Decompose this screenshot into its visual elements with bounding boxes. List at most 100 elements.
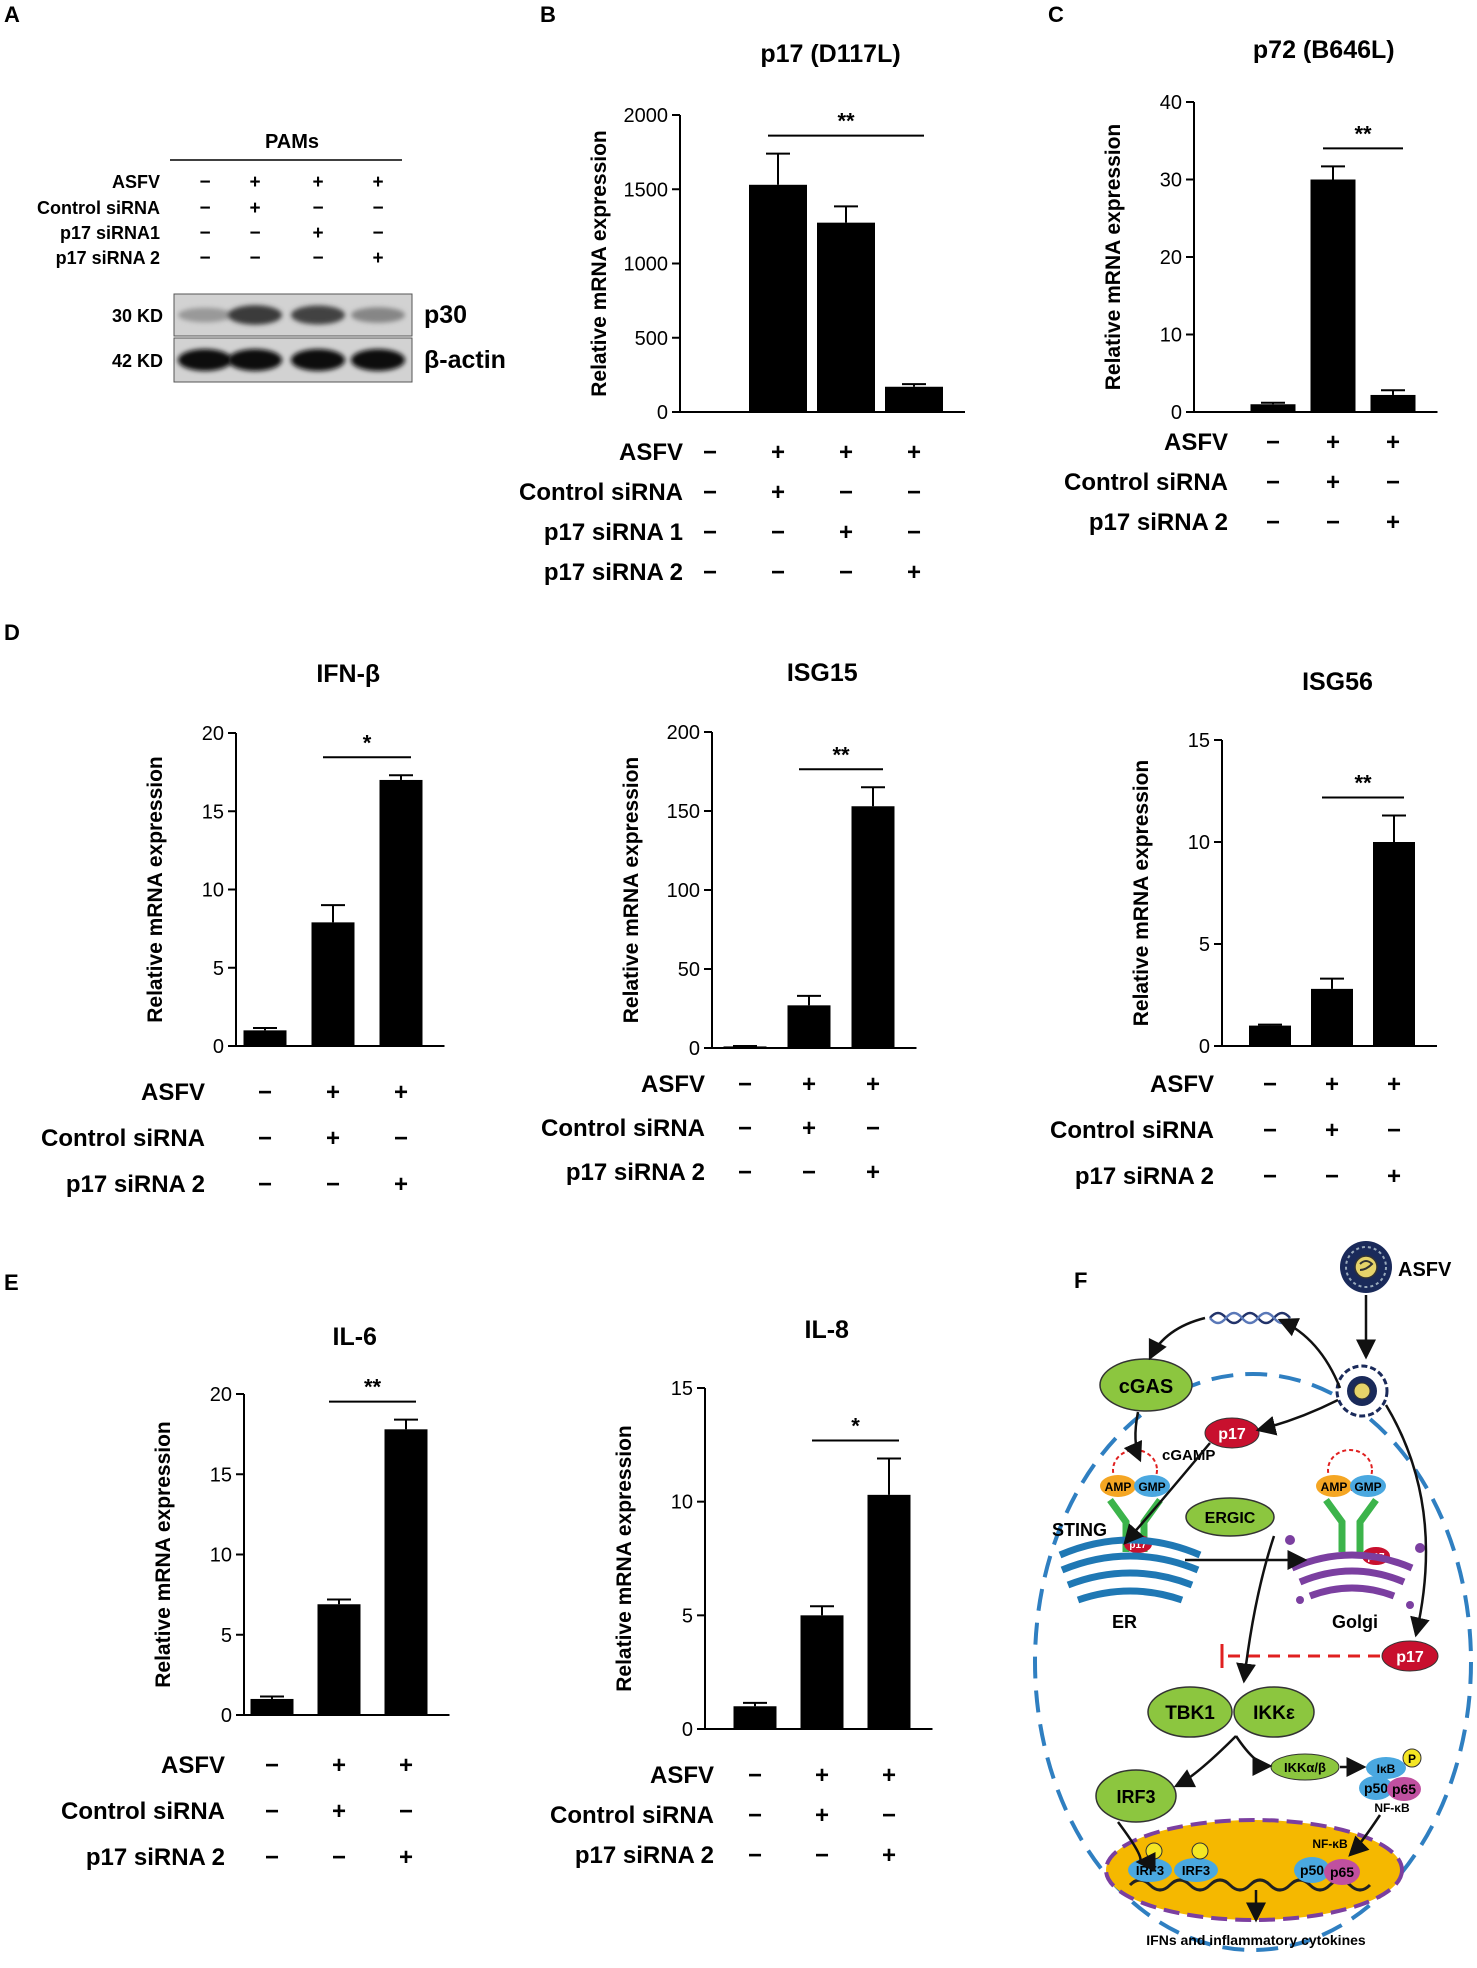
bar (243, 1030, 287, 1046)
bar (1249, 1025, 1291, 1046)
y-tick-label: 30 (1160, 170, 1182, 192)
y-tick-label: 2000 (624, 105, 669, 127)
treatment-sign: + (394, 1171, 408, 1198)
treatment-sign: − (1326, 509, 1340, 536)
treatment-sign: − (748, 1842, 762, 1869)
golgi-label: Golgi (1332, 1612, 1378, 1632)
treatment-label: ASFV (141, 1079, 205, 1106)
significance-label: ** (837, 109, 855, 134)
y-tick-label: 5 (682, 1605, 693, 1627)
treatment-sign: − (907, 479, 921, 506)
significance-label: * (851, 1413, 860, 1438)
y-tick-label: 150 (667, 801, 700, 823)
bar (817, 222, 875, 412)
significance-label: ** (832, 742, 850, 767)
bar (379, 779, 423, 1046)
y-tick-label: 15 (1188, 730, 1210, 752)
chart-il6: E IL-6 0 5 10 15 20 Relative mRNA expression ** A… (4, 1270, 450, 1871)
treatment-sign: − (815, 1842, 829, 1869)
nfkb-nuclear-label: NF-κB (1312, 1837, 1348, 1851)
treatment-sign: − (703, 559, 717, 586)
y-tick-label: 40 (1160, 92, 1182, 114)
panel-letter: B (540, 2, 556, 27)
bar (885, 386, 943, 412)
y-tick-label: 10 (202, 880, 224, 902)
treatment-label: p17 siRNA 2 (575, 1842, 714, 1869)
chromatin-dna (1128, 1878, 1372, 1892)
treatment-sign: − (771, 559, 785, 586)
bar (800, 1615, 844, 1729)
y-axis-label: Relative mRNA expression (1130, 760, 1153, 1027)
treatment-sign: + (771, 439, 785, 466)
p17-label-er: p17 (1129, 1540, 1147, 1551)
treatment-label: Control siRNA (1050, 1117, 1214, 1144)
treatment-label: Control siRNA (41, 1125, 205, 1152)
viral-dna-icon (1209, 1311, 1291, 1325)
bar (317, 1604, 361, 1715)
y-tick-label: 0 (657, 402, 668, 424)
treatment-label: p17 siRNA 2 (544, 559, 683, 586)
y-tick-label: 0 (221, 1705, 232, 1727)
bar (733, 1706, 777, 1729)
chart-title: ISG15 (787, 659, 858, 687)
treatment-sign: + (1387, 1163, 1401, 1190)
y-tick-label: 0 (1171, 402, 1182, 424)
ikke-label: IKKε (1253, 1703, 1295, 1724)
blot-band (351, 307, 405, 323)
y-tick-label: 50 (678, 959, 700, 981)
y-tick-label: 5 (221, 1625, 232, 1647)
pathway-arrows (1116, 1295, 1430, 1923)
treatment-sign: + (802, 1115, 816, 1142)
panel-a: A PAMs ASFV − + + + Control siRNA − + − − p17 siRN… (4, 2, 506, 383)
bar (1311, 988, 1353, 1046)
chart-title: IFN-β (316, 660, 380, 688)
blot-row-label: ASFV (112, 172, 160, 192)
blot-band (228, 349, 282, 371)
treatment-sign: + (1325, 1117, 1339, 1144)
p17-node-bottom (1381, 1640, 1439, 1672)
blot-protein-label: β-actin (424, 346, 506, 374)
blot-sign: + (372, 248, 383, 269)
y-axis-label: Relative mRNA expression (1102, 124, 1125, 391)
treatment-label: ASFV (619, 439, 683, 466)
bar (749, 184, 807, 412)
phospho-label: P (1408, 1752, 1416, 1766)
cgas-label: cGAS (1119, 1376, 1173, 1398)
amp-label-left: AMP (1105, 1480, 1132, 1494)
treatment-sign: − (258, 1125, 272, 1152)
panel-f: F ASFV cGAS cGAMP p17 (1033, 1241, 1473, 1952)
chart-title: ISG56 (1302, 668, 1373, 696)
y-tick-label: 0 (682, 1719, 693, 1741)
irf3-nuclear-2-label: IRF3 (1182, 1863, 1210, 1878)
irf3-label: IRF3 (1116, 1787, 1155, 1807)
treatment-sign: + (1326, 469, 1340, 496)
bar (787, 1005, 831, 1048)
p50-nuclear (1294, 1857, 1330, 1883)
ikb-label: IκB (1377, 1762, 1396, 1776)
p50-nuclear-label: p50 (1300, 1862, 1324, 1878)
treatment-sign: + (907, 559, 921, 586)
treatment-sign: + (326, 1125, 340, 1152)
chart-title: IL-6 (333, 1323, 377, 1351)
treatment-sign: + (1386, 429, 1400, 456)
treatment-sign: − (802, 1159, 816, 1186)
blot-row-label: Control siRNA (37, 198, 160, 218)
y-axis-label: Relative mRNA expression (588, 130, 611, 397)
bar (384, 1429, 428, 1715)
y-tick-label: 1000 (624, 254, 669, 276)
irf3-nuclear-2 (1174, 1858, 1218, 1882)
blot-protein-label: p30 (424, 301, 467, 329)
treatment-sign: − (771, 519, 785, 546)
y-tick-label: 20 (202, 723, 224, 745)
blot-sign: − (372, 198, 383, 219)
treatment-sign: + (326, 1079, 340, 1106)
treatment-sign: − (839, 479, 853, 506)
treatment-sign: − (703, 519, 717, 546)
treatment-sign: − (326, 1171, 340, 1198)
blot-sign: + (312, 223, 323, 244)
treatment-label: ASFV (1164, 429, 1228, 456)
blot-band (291, 349, 345, 371)
treatment-sign: − (866, 1115, 880, 1142)
treatment-sign: + (866, 1159, 880, 1186)
ergic-node (1185, 1497, 1275, 1537)
